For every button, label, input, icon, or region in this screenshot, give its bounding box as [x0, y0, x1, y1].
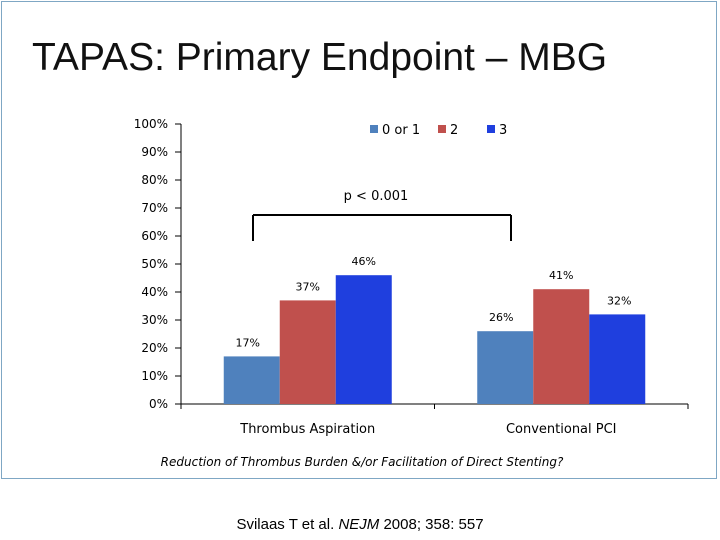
citation-journal: NEJM: [338, 516, 380, 533]
y-tick-label: 90%: [141, 145, 168, 159]
citation-details: 2008; 358: 557: [383, 516, 484, 533]
bar-3-1: [335, 275, 392, 404]
y-tick-label: 50%: [141, 257, 168, 271]
data-label: 26%: [489, 311, 513, 324]
y-tick-label: 70%: [141, 201, 168, 215]
p-value-annotation: p < 0.001: [344, 189, 409, 204]
legend-label: 2: [450, 123, 458, 138]
data-label: 32%: [607, 294, 631, 307]
y-tick-label: 60%: [141, 229, 168, 243]
bar-0-or-1-1: [223, 356, 280, 404]
y-tick-label: 20%: [141, 341, 168, 355]
bar-0-or-1-2: [477, 331, 534, 404]
citation-authors: Svilaas T et al.: [236, 516, 335, 533]
data-label: 17%: [236, 336, 260, 349]
bar-2-1: [279, 300, 336, 404]
legend-swatch-0-or-1: [370, 125, 378, 133]
data-label: 41%: [549, 269, 573, 282]
legend-swatch-2: [438, 125, 446, 133]
data-label: 37%: [296, 280, 320, 293]
slide-title: TAPAS: Primary Endpoint – MBG: [32, 36, 608, 79]
legend-label: 3: [499, 123, 507, 138]
bar-3-2: [589, 314, 646, 404]
y-tick-label: 0%: [149, 397, 168, 411]
bar-2-2: [533, 289, 590, 404]
x-category-label: Conventional PCI: [506, 422, 617, 437]
y-tick-label: 80%: [141, 173, 168, 187]
data-label: 46%: [352, 255, 376, 268]
y-tick-label: 100%: [134, 117, 168, 131]
legend-swatch-3: [487, 125, 495, 133]
y-tick-label: 30%: [141, 313, 168, 327]
x-axis-label: Reduction of Thrombus Burden &/or Facili…: [161, 455, 564, 469]
citation: Svilaas T et al. NEJM 2008; 358: 557: [0, 516, 720, 533]
y-tick-label: 10%: [141, 369, 168, 383]
x-category-label: Thrombus Aspiration: [239, 422, 375, 437]
legend-label: 0 or 1: [382, 123, 420, 138]
y-tick-label: 40%: [141, 285, 168, 299]
slide-frame: [1, 1, 717, 479]
